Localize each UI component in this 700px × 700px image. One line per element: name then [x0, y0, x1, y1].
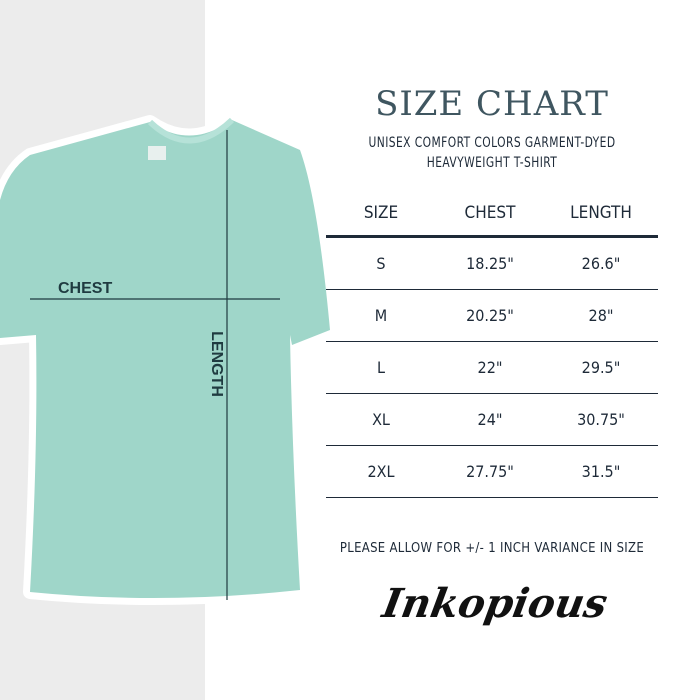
brand-logo: Inkopious — [379, 580, 611, 627]
cell-length: 29.5" — [581, 358, 621, 377]
subtitle: UNISEX COMFORT COLORS GARMENT-DYED HEAVY… — [342, 133, 641, 173]
neck-label-tag — [148, 146, 166, 160]
cell-chest: 20.25" — [466, 306, 514, 325]
length-label: LENGTH — [208, 331, 225, 397]
cell-chest: 22" — [477, 358, 503, 377]
variance-note: PLEASE ALLOW FOR +/- 1 INCH VARIANCE IN … — [339, 541, 645, 556]
cell-length: 28" — [588, 306, 614, 325]
table-row: L 22" 29.5" — [326, 342, 658, 394]
size-table: SIZE CHEST LENGTH S 18.25" 26.6" M 20.25… — [326, 190, 658, 498]
cell-length: 31.5" — [581, 462, 621, 481]
cell-length: 26.6" — [581, 254, 621, 273]
cell-length: 30.75" — [577, 410, 625, 429]
cell-size: M — [374, 306, 388, 325]
cell-chest: 24" — [477, 410, 503, 429]
cell-chest: 18.25" — [466, 254, 514, 273]
cell-size: S — [376, 254, 386, 273]
column-header-size: SIZE — [363, 202, 399, 223]
table-row: XL 24" 30.75" — [326, 394, 658, 446]
table-row: S 18.25" 26.6" — [326, 238, 658, 290]
cell-size: L — [376, 358, 385, 377]
cell-size: 2XL — [367, 462, 395, 481]
page-title: SIZE CHART — [375, 84, 609, 124]
table-row: M 20.25" 28" — [326, 290, 658, 342]
column-header-chest: CHEST — [464, 202, 516, 223]
subtitle-line-1: UNISEX COMFORT COLORS GARMENT-DYED — [368, 135, 616, 151]
chest-label: CHEST — [58, 280, 113, 297]
tshirt-image — [0, 113, 337, 606]
cell-chest: 27.75" — [466, 462, 514, 481]
cell-size: XL — [372, 410, 390, 429]
subtitle-line-2: HEAVYWEIGHT T-SHIRT — [426, 155, 558, 171]
column-header-length: LENGTH — [570, 202, 632, 223]
table-row: 2XL 27.75" 31.5" — [326, 446, 658, 498]
table-header: SIZE CHEST LENGTH — [326, 190, 658, 238]
